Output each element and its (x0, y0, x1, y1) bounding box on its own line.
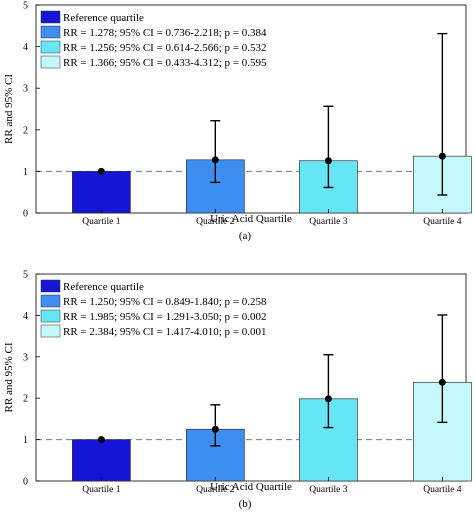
panel-a: 0 1 2 3 4 5 Quartile 1 Quartile 2 Quartile 3 Quar… (3, 1, 472, 242)
legend-swatch (40, 279, 61, 293)
x-tick-label: Quartile 3 (309, 485, 348, 495)
x-tick-label: Quartile 3 (309, 217, 348, 227)
point-quartile-2 (211, 156, 219, 164)
x-tick-label: Quartile 2 (196, 485, 235, 495)
point-quartile-3 (324, 157, 332, 165)
y-tick-label: 0 (23, 477, 28, 488)
legend-entry: RR = 1.366; 95% CI = 0.433-4.312; p = 0.… (63, 57, 267, 69)
x-tick-label: Quartile 4 (423, 217, 462, 227)
panel-caption: (a) (239, 230, 252, 242)
y-tick-label: 3 (23, 84, 28, 95)
bar-quartile-1 (72, 439, 131, 482)
point-quartile-3 (324, 395, 332, 403)
x-axis-label: Uric Acid Quartile (210, 213, 292, 225)
point-quartile-1 (97, 436, 105, 444)
y-axis-label: RR and 95% CI (3, 342, 15, 412)
legend-swatch (40, 40, 61, 54)
point-quartile-1 (97, 167, 105, 175)
legend-swatch (40, 10, 61, 24)
x-tick-label: Quartile 1 (82, 485, 121, 495)
x-tick-label: Quartile 4 (423, 485, 462, 495)
panel-caption: (b) (239, 498, 252, 510)
x-tick-label: Quartile 1 (82, 217, 121, 227)
legend-swatch (40, 294, 61, 308)
y-tick-label: 4 (23, 42, 28, 53)
legend-entry: Reference quartile (63, 281, 144, 293)
point-quartile-4 (438, 152, 446, 160)
y-tick-label: 3 (23, 352, 28, 363)
y-tick-label: 5 (23, 270, 28, 281)
point-quartile-4 (438, 378, 446, 386)
y-tick-label: 2 (23, 394, 28, 405)
legend-entry: RR = 1.278; 95% CI = 0.736-2.218; p = 0.… (63, 27, 267, 39)
x-tick-label: Quartile 2 (196, 217, 235, 227)
legend-swatch (40, 25, 61, 39)
y-tick-label: 2 (23, 125, 28, 136)
legend-swatch (40, 324, 61, 338)
y-tick-label: 0 (23, 209, 28, 220)
y-tick-label: 4 (23, 311, 28, 322)
y-tick-label: 1 (23, 435, 28, 446)
y-tick-label: 1 (23, 167, 28, 178)
legend-swatch (40, 309, 61, 323)
y-axis-label: RR and 95% CI (3, 74, 15, 144)
legend-entry: RR = 2.384; 95% CI = 1.417-4.010; p = 0.… (63, 326, 266, 338)
legend-entry: RR = 1.250; 95% CI = 0.849-1.840; p = 0.… (63, 296, 267, 308)
legend-entry: RR = 1.256; 95% CI = 0.614-2.566; p = 0.… (63, 42, 266, 54)
point-quartile-2 (211, 425, 219, 433)
legend-entry: Reference quartile (63, 12, 144, 24)
legend-swatch (40, 55, 61, 69)
panel-b: 0 1 2 3 4 5 Quartile 1 Quartile 2 Quartile 3 Quar… (3, 270, 472, 510)
y-tick-label: 5 (23, 1, 28, 12)
plot-area (35, 4, 467, 214)
plot-area (35, 273, 467, 482)
x-axis-label: Uric Acid Quartile (210, 481, 292, 493)
bar-quartile-1 (72, 171, 131, 214)
legend-entry: RR = 1.985; 95% CI = 1.291-3.050; p = 0.… (63, 311, 266, 323)
